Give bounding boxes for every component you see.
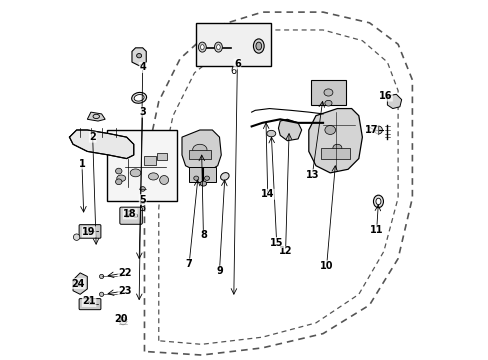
Text: 24: 24 — [72, 279, 85, 289]
Ellipse shape — [93, 114, 99, 118]
Ellipse shape — [117, 175, 125, 181]
Ellipse shape — [216, 45, 220, 50]
Polygon shape — [69, 130, 134, 158]
Ellipse shape — [324, 126, 335, 134]
Ellipse shape — [324, 100, 331, 106]
Text: 6: 6 — [233, 59, 240, 69]
Ellipse shape — [220, 172, 229, 180]
Text: 19: 19 — [82, 227, 96, 237]
Text: 9: 9 — [216, 266, 223, 276]
Polygon shape — [278, 119, 301, 141]
Text: 5: 5 — [139, 203, 145, 213]
Ellipse shape — [73, 234, 80, 240]
Ellipse shape — [255, 42, 261, 50]
FancyBboxPatch shape — [79, 225, 101, 238]
Ellipse shape — [115, 168, 122, 174]
Bar — [143, 156, 156, 165]
Ellipse shape — [193, 176, 198, 180]
Ellipse shape — [148, 173, 158, 180]
Bar — [321, 148, 349, 158]
Text: 1: 1 — [79, 159, 85, 169]
Ellipse shape — [130, 169, 141, 177]
Text: 20: 20 — [114, 314, 128, 324]
Bar — [310, 80, 346, 105]
Text: 3: 3 — [139, 107, 146, 117]
Polygon shape — [87, 112, 105, 121]
Text: 17: 17 — [364, 125, 377, 135]
Ellipse shape — [200, 181, 206, 186]
Bar — [157, 153, 167, 160]
Ellipse shape — [119, 318, 126, 325]
Polygon shape — [182, 130, 221, 171]
Polygon shape — [73, 273, 87, 294]
Ellipse shape — [140, 186, 145, 191]
Text: 22: 22 — [118, 268, 131, 278]
Ellipse shape — [99, 292, 103, 296]
Text: 15: 15 — [269, 238, 283, 248]
Ellipse shape — [125, 214, 129, 217]
Text: 5: 5 — [139, 195, 146, 204]
FancyBboxPatch shape — [120, 207, 142, 224]
Text: 14: 14 — [261, 189, 274, 199]
Text: 7: 7 — [185, 259, 192, 269]
Ellipse shape — [266, 130, 275, 137]
Text: 8: 8 — [200, 230, 206, 240]
Polygon shape — [308, 109, 362, 173]
Ellipse shape — [253, 39, 264, 53]
Ellipse shape — [375, 198, 380, 204]
Text: 11: 11 — [369, 225, 383, 235]
Ellipse shape — [99, 274, 103, 279]
Ellipse shape — [332, 144, 341, 152]
Bar — [107, 130, 176, 202]
Bar — [189, 150, 210, 158]
FancyBboxPatch shape — [79, 298, 101, 310]
Ellipse shape — [160, 176, 168, 184]
Text: 10: 10 — [319, 261, 333, 271]
Polygon shape — [132, 48, 146, 66]
Text: 16: 16 — [378, 91, 391, 101]
Ellipse shape — [115, 179, 122, 185]
Text: 21: 21 — [82, 296, 96, 306]
Ellipse shape — [204, 176, 209, 180]
Ellipse shape — [198, 42, 206, 52]
Text: 4: 4 — [139, 63, 146, 72]
Text: 23: 23 — [118, 286, 131, 296]
Text: 13: 13 — [305, 170, 319, 180]
Ellipse shape — [373, 195, 383, 208]
Ellipse shape — [192, 144, 206, 155]
Ellipse shape — [136, 54, 142, 58]
Ellipse shape — [131, 93, 146, 103]
Text: 6: 6 — [230, 66, 236, 76]
Bar — [189, 167, 216, 182]
Polygon shape — [386, 94, 401, 109]
Ellipse shape — [77, 281, 82, 286]
Ellipse shape — [374, 126, 382, 134]
Ellipse shape — [200, 45, 203, 50]
Ellipse shape — [134, 95, 144, 101]
Ellipse shape — [133, 214, 138, 217]
Text: 12: 12 — [278, 247, 292, 256]
Ellipse shape — [324, 89, 332, 96]
Ellipse shape — [214, 42, 222, 52]
Text: 18: 18 — [123, 209, 137, 219]
Bar — [196, 23, 271, 66]
Text: 2: 2 — [89, 132, 96, 142]
